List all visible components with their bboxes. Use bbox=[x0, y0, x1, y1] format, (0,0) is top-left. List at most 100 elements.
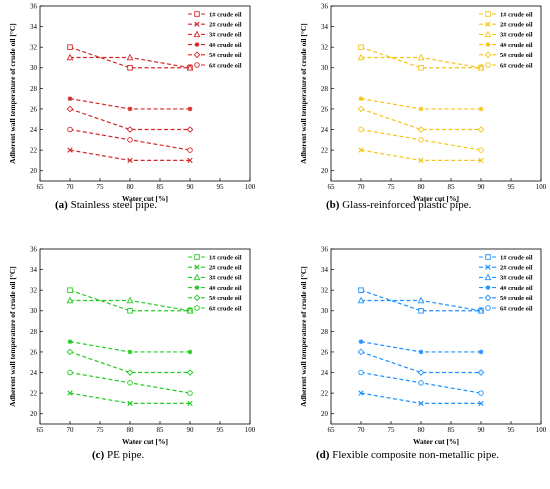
x-tick-label: 80 bbox=[418, 183, 426, 191]
y-axis-label: Adherent wall temperature of crude oil [… bbox=[8, 266, 17, 407]
data-point-x bbox=[418, 400, 424, 407]
legend-entry: 5# crude oil bbox=[188, 294, 242, 302]
series-6 bbox=[358, 126, 484, 153]
legend-label: 2# crude oil bbox=[500, 265, 533, 272]
legend-marker-diamond bbox=[193, 294, 201, 302]
y-tick-label: 28 bbox=[30, 85, 38, 93]
series-line bbox=[69, 351, 190, 374]
y-tick-label: 36 bbox=[321, 245, 329, 253]
legend-label: 3# crude oil bbox=[500, 32, 533, 39]
series-3 bbox=[66, 296, 194, 314]
data-point-diamond bbox=[477, 126, 485, 133]
x-tick-label: 65 bbox=[37, 426, 45, 434]
series-line bbox=[69, 289, 190, 312]
legend-label: 2# crude oil bbox=[209, 22, 242, 29]
legend-marker-triangle bbox=[193, 30, 201, 38]
legend-marker-square bbox=[194, 254, 200, 260]
data-point-square bbox=[358, 44, 364, 50]
legend-entry: 3# crude oil bbox=[188, 273, 242, 282]
data-point-circle bbox=[478, 390, 484, 396]
data-point-triangle bbox=[357, 53, 365, 61]
data-point-triangle bbox=[357, 296, 365, 304]
y-tick-label: 26 bbox=[30, 348, 38, 356]
legend-label: 6# crude oil bbox=[209, 305, 242, 312]
data-point-x bbox=[478, 400, 484, 407]
data-point-square bbox=[67, 287, 73, 293]
data-point-diamond bbox=[126, 369, 134, 376]
legend-label: 1# crude oil bbox=[209, 254, 242, 261]
y-axis-label: Adherent wall temperature of crude oil [… bbox=[299, 266, 308, 407]
data-point-x bbox=[187, 400, 193, 407]
y-tick-label: 34 bbox=[321, 23, 329, 31]
data-point-triangle bbox=[66, 296, 74, 304]
legend-entry: 3# crude oil bbox=[188, 30, 242, 39]
legend-entry: 1# crude oil bbox=[479, 11, 533, 18]
legend-marker-x bbox=[194, 264, 200, 270]
legend-entry: 1# crude oil bbox=[188, 11, 242, 18]
y-tick-label: 26 bbox=[321, 105, 329, 113]
legend-marker-asterisk bbox=[485, 285, 491, 290]
chart-panel-b: 65 70 75 80 85 90 95 100 20 22 24 26 28 30 32 34 36 Water… bbox=[299, 2, 547, 203]
legend-label: 5# crude oil bbox=[209, 295, 242, 302]
legend-marker-square bbox=[485, 254, 491, 260]
series-6 bbox=[67, 126, 193, 153]
data-point-asterisk bbox=[187, 106, 193, 112]
legend-label: 5# crude oil bbox=[500, 295, 533, 302]
y-tick-label: 36 bbox=[321, 2, 329, 10]
legend-label: 4# crude oil bbox=[209, 285, 242, 292]
legend-entry: 2# crude oil bbox=[479, 265, 533, 272]
y-tick-label: 20 bbox=[321, 410, 329, 418]
series-2 bbox=[67, 147, 193, 164]
data-point-asterisk bbox=[358, 96, 364, 101]
legend-marker-circle bbox=[194, 305, 200, 311]
data-point-asterisk bbox=[67, 339, 73, 344]
data-point-diamond bbox=[186, 369, 194, 376]
legend-marker-circle bbox=[485, 305, 491, 311]
data-point-square bbox=[127, 308, 133, 314]
x-axis-label: Water cut [%] bbox=[413, 437, 459, 446]
chart-panel-c: 65 70 75 80 85 90 95 100 20 22 24 26 28 30 32 34 36 Water… bbox=[8, 245, 256, 446]
data-point-circle bbox=[67, 126, 73, 133]
legend-entry: 5# crude oil bbox=[479, 51, 533, 59]
legend-marker-square bbox=[485, 11, 491, 17]
data-point-diamond bbox=[417, 126, 425, 133]
legend-marker-diamond bbox=[193, 51, 201, 59]
series-3 bbox=[66, 53, 194, 71]
legend-entry: 5# crude oil bbox=[479, 294, 533, 302]
data-point-triangle bbox=[186, 63, 194, 71]
plot-frame bbox=[330, 5, 542, 182]
x-tick-label: 95 bbox=[217, 183, 225, 191]
series-6 bbox=[358, 369, 484, 396]
series-3 bbox=[357, 53, 485, 71]
data-point-triangle bbox=[186, 306, 194, 314]
legend-label: 3# crude oil bbox=[209, 275, 242, 282]
panel-caption: (a) Stainless steel pipe. bbox=[55, 199, 157, 211]
data-point-asterisk bbox=[358, 339, 364, 344]
legend-label: 4# crude oil bbox=[500, 285, 533, 292]
legend-label: 1# crude oil bbox=[209, 11, 242, 18]
data-point-circle bbox=[67, 369, 73, 376]
series-5 bbox=[66, 348, 194, 376]
data-point-square bbox=[358, 287, 364, 293]
data-point-x bbox=[67, 147, 73, 153]
data-point-x bbox=[127, 157, 133, 164]
x-tick-label: 65 bbox=[328, 183, 336, 191]
series-3 bbox=[357, 296, 485, 314]
x-tick-label: 100 bbox=[245, 183, 256, 191]
series-line bbox=[69, 392, 190, 405]
legend-label: 1# crude oil bbox=[500, 11, 533, 18]
legend-marker-circle bbox=[485, 62, 491, 68]
legend-marker-triangle bbox=[193, 273, 201, 281]
y-tick-label: 30 bbox=[30, 64, 38, 72]
y-tick-label: 28 bbox=[321, 85, 329, 93]
x-tick-label: 80 bbox=[418, 426, 426, 434]
y-tick-label: 22 bbox=[30, 390, 38, 398]
x-axis-label: Water cut [%] bbox=[122, 194, 168, 203]
data-point-diamond bbox=[357, 348, 365, 356]
data-point-triangle bbox=[126, 53, 134, 61]
legend-label: 5# crude oil bbox=[500, 52, 533, 59]
chart-panel-a: 65 70 75 80 85 90 95 100 20 22 24 26 28 30 32 34 36 Water… bbox=[8, 2, 256, 203]
x-tick-label: 90 bbox=[478, 183, 486, 191]
